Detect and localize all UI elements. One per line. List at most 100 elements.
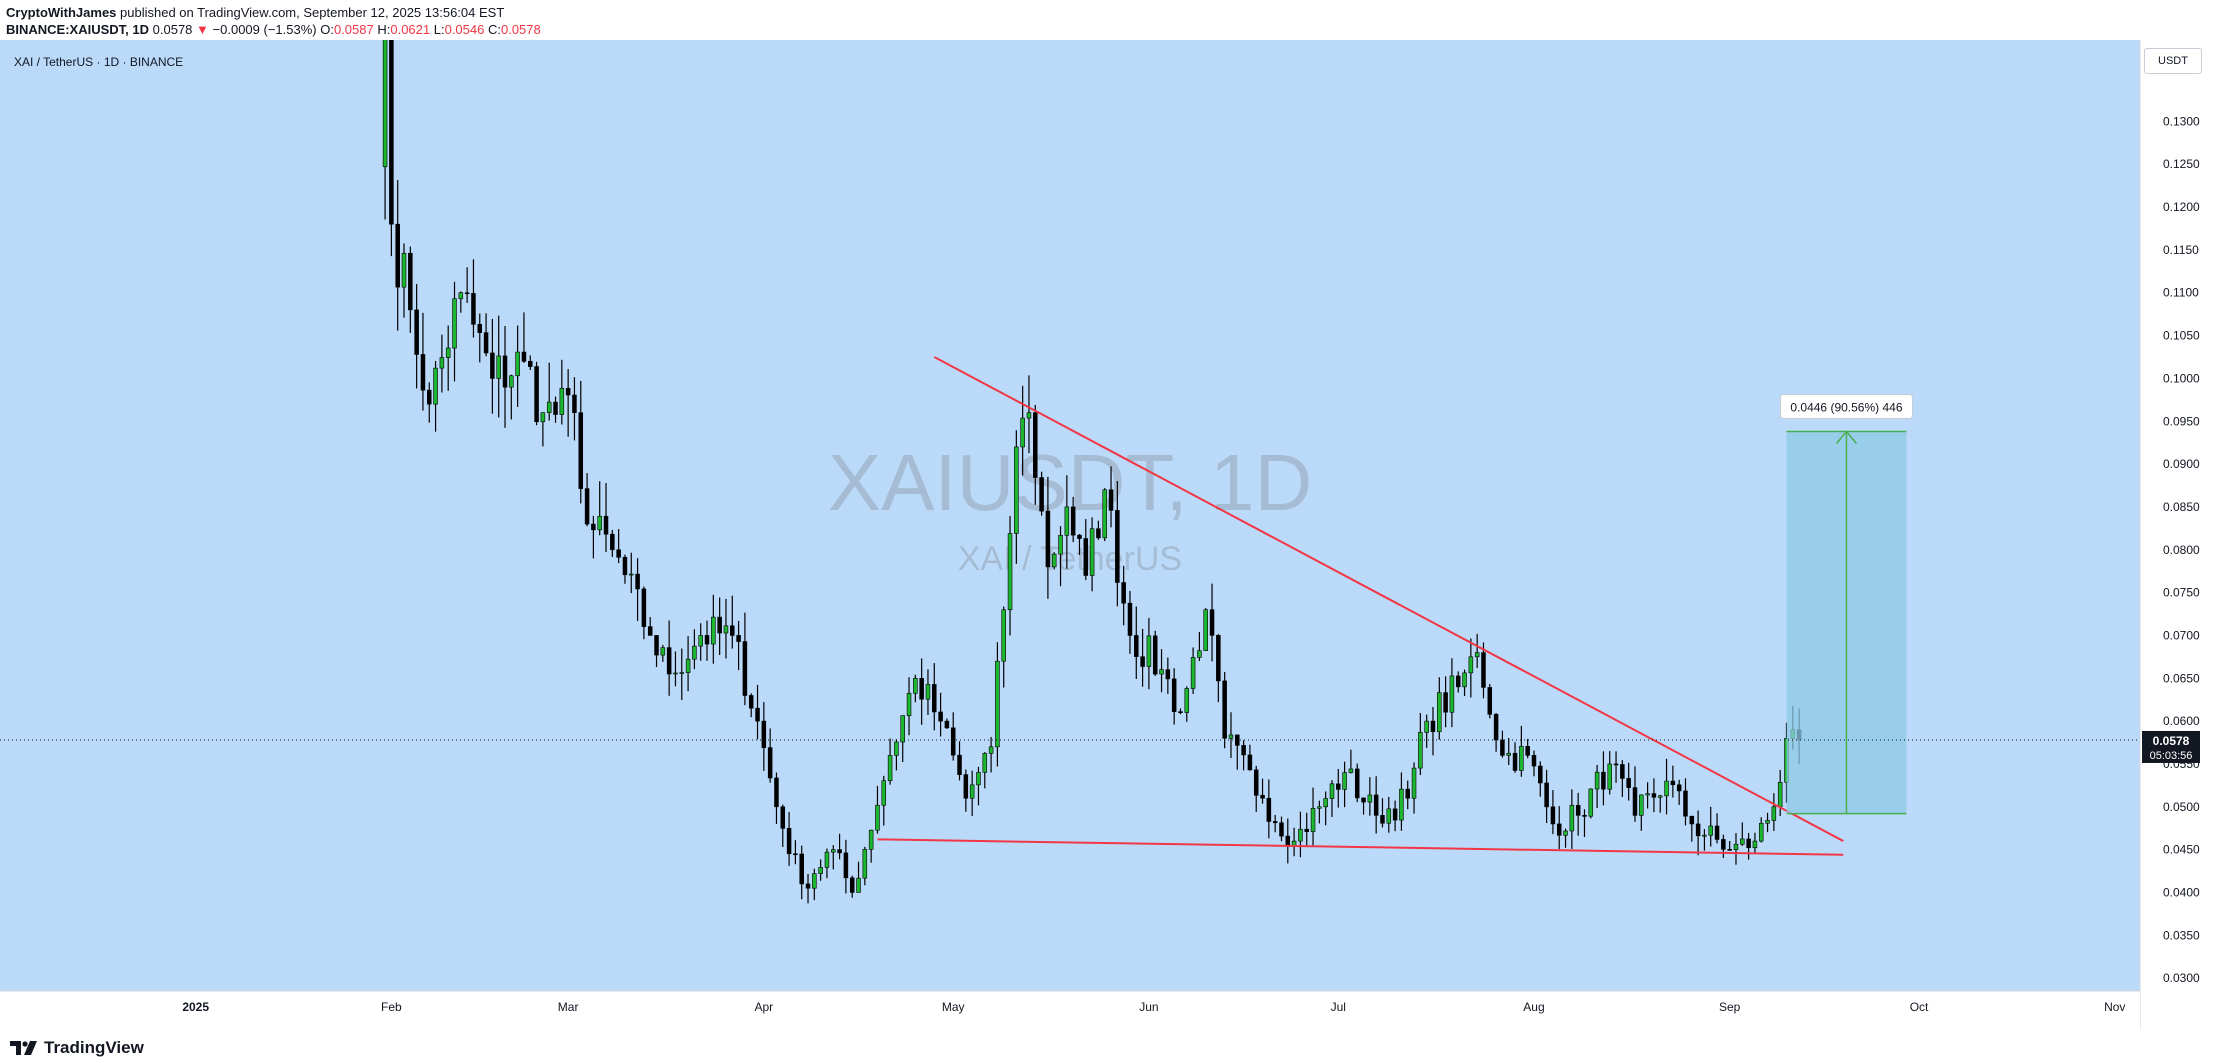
- candle: [1329, 783, 1335, 799]
- candle: [445, 347, 451, 358]
- close-value: 0.0578: [500, 22, 541, 37]
- candle: [1222, 680, 1227, 739]
- tradingview-logo[interactable]: TradingView: [10, 1038, 144, 1058]
- tradingview-logo-icon: [10, 1041, 37, 1055]
- candle: [938, 711, 943, 722]
- candle: [875, 804, 880, 831]
- candle: [1373, 794, 1379, 816]
- candle: [464, 292, 470, 295]
- candle: [1014, 446, 1019, 534]
- price-axis-panel: [2140, 40, 2213, 1030]
- publish-header: CryptoWithJames published on TradingView…: [0, 0, 2213, 40]
- candle: [1689, 815, 1695, 825]
- candle: [1620, 764, 1625, 779]
- candle: [496, 355, 501, 379]
- candle: [887, 755, 893, 781]
- candle: [1045, 510, 1051, 568]
- x-tick-label: 2025: [182, 1000, 209, 1014]
- candle: [1771, 806, 1777, 821]
- candle: [534, 366, 539, 423]
- candle: [1051, 553, 1057, 568]
- candle: [704, 635, 710, 645]
- y-tick-label: 0.1000: [2163, 371, 2200, 385]
- x-tick-label: Jun: [1139, 1000, 1158, 1014]
- candle: [1468, 656, 1474, 674]
- candle: [1639, 794, 1644, 816]
- candle: [1664, 780, 1669, 797]
- candle: [1512, 752, 1518, 771]
- x-tick-label: Oct: [1910, 1000, 1929, 1014]
- candle: [868, 829, 874, 850]
- candle: [1670, 780, 1676, 786]
- candle: [1317, 806, 1322, 809]
- candle: [1607, 763, 1612, 790]
- candle: [1676, 784, 1682, 792]
- candle: [1266, 797, 1272, 822]
- currency-button[interactable]: USDT: [2144, 48, 2202, 74]
- candle: [837, 849, 842, 854]
- candle: [565, 388, 571, 396]
- candle: [913, 677, 918, 694]
- candle: [553, 401, 558, 415]
- candle: [950, 727, 956, 756]
- support-trendline: [877, 838, 1844, 856]
- candle: [666, 647, 672, 675]
- candle: [1115, 510, 1120, 583]
- candle: [635, 573, 640, 590]
- candle: [502, 355, 508, 388]
- candle: [1367, 794, 1373, 803]
- candle: [698, 635, 703, 647]
- candle: [1721, 839, 1726, 850]
- candle: [881, 780, 887, 806]
- y-tick-label: 0.0400: [2163, 885, 2200, 899]
- candle: [730, 625, 735, 636]
- candle: [1765, 820, 1770, 824]
- watermark-name: XAI / TetherUS: [958, 540, 1182, 578]
- candle: [1272, 821, 1278, 824]
- candle: [1575, 804, 1581, 816]
- close-label: C:: [487, 22, 501, 37]
- watermark-symbol: XAIUSDT, 1D: [828, 438, 1313, 527]
- candle: [1323, 798, 1328, 808]
- chart-frame[interactable]: XAIUSDT, 1D XAI / TetherUS 0.0300 0.0350 0.0…: [0, 40, 2213, 1030]
- candle: [414, 309, 419, 355]
- candle: [1342, 772, 1347, 790]
- candle: [401, 252, 407, 288]
- candle: [969, 784, 975, 799]
- measure-label-bg: [1779, 394, 1913, 420]
- candle: [957, 754, 962, 775]
- candle: [1033, 412, 1038, 478]
- candle: [1361, 797, 1366, 803]
- candle: [1538, 765, 1543, 784]
- last-price-bg: [2142, 730, 2200, 763]
- candle: [1190, 657, 1196, 689]
- candle: [1064, 506, 1070, 536]
- candle: [1481, 652, 1486, 688]
- candle: [906, 692, 912, 716]
- candle: [584, 488, 590, 525]
- candle: [1714, 825, 1720, 840]
- author-name[interactable]: CryptoWithJames: [6, 5, 117, 20]
- candle: [1298, 828, 1303, 842]
- candle: [1159, 669, 1164, 675]
- x-tick-label: Apr: [754, 1000, 773, 1014]
- candle: [1525, 746, 1530, 756]
- chart-canvas[interactable]: XAIUSDT, 1D XAI / TetherUS 0.0300 0.0350 0.0…: [0, 40, 2213, 1030]
- x-tick-label: Aug: [1523, 1000, 1544, 1014]
- candle: [1474, 652, 1480, 658]
- open-value: 0.0587: [333, 22, 374, 37]
- y-tick-label: 0.0450: [2163, 843, 2200, 857]
- candle: [1601, 771, 1606, 790]
- candle: [1651, 793, 1657, 798]
- low-value: 0.0546: [444, 22, 485, 37]
- candle: [1279, 822, 1284, 837]
- candle: [389, 40, 394, 225]
- candle: [458, 292, 464, 300]
- y-tick-label: 0.1150: [2163, 243, 2199, 257]
- candle: [1127, 602, 1133, 636]
- change-arrow-icon: ▼: [196, 22, 209, 37]
- candle: [1102, 489, 1107, 539]
- candle: [1632, 787, 1638, 816]
- x-tick-label: Feb: [381, 1000, 402, 1014]
- y-tick-label: 0.1050: [2163, 329, 2200, 343]
